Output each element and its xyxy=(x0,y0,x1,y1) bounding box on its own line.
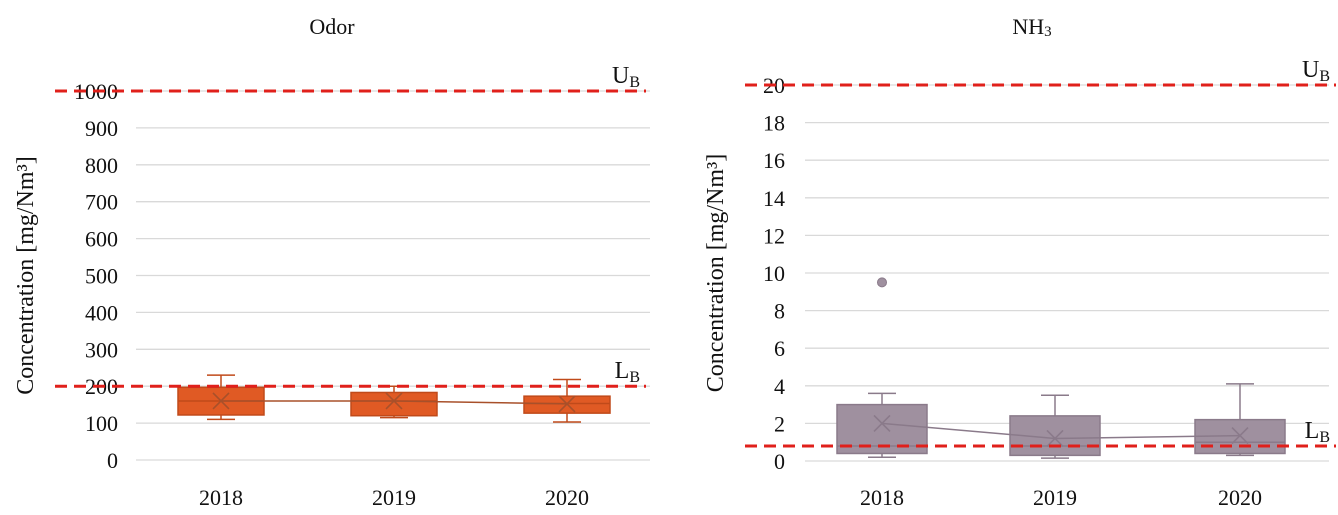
y-tick-label: 16 xyxy=(763,148,785,173)
reference-line-label: UB xyxy=(612,63,640,91)
reference-label-subscript: B xyxy=(1319,429,1330,446)
y-tick-label: 100 xyxy=(85,411,118,436)
y-tick-label: 800 xyxy=(85,153,118,178)
x-tick-label: 2020 xyxy=(1218,485,1262,510)
y-tick-label: 10 xyxy=(763,261,785,286)
reference-label-main: U xyxy=(1302,57,1319,83)
y-tick-label: 18 xyxy=(763,111,785,136)
y-tick-label: 2 xyxy=(774,411,785,436)
chart-title: Odor xyxy=(309,14,355,39)
mean-trend-line xyxy=(221,400,568,405)
reference-label-main: L xyxy=(1305,418,1320,444)
y-tick-label: 400 xyxy=(85,300,118,325)
x-tick-label: 2019 xyxy=(1033,485,1077,510)
reference-label-main: L xyxy=(615,358,630,384)
y-tick-label: 8 xyxy=(774,299,785,324)
nh3-panel: NH3 Concentration [mg/Nm³] 0 2 4 6 8 10 12 14 16 18… xyxy=(703,14,1336,510)
y-tick-label: 4 xyxy=(774,374,785,399)
y-tick-label: 600 xyxy=(85,227,118,252)
y-tick-label: 12 xyxy=(763,223,785,248)
box-2018 xyxy=(836,277,928,458)
y-tick-label: 700 xyxy=(85,190,118,215)
reference-line-label: LB xyxy=(1305,418,1330,446)
x-tick-label: 2018 xyxy=(199,485,243,510)
box-iqr xyxy=(350,391,438,417)
reference-label-subscript: B xyxy=(629,369,640,386)
box-2019 xyxy=(1009,394,1101,459)
x-tick-label: 2019 xyxy=(372,485,416,510)
outlier-point xyxy=(877,277,887,288)
y-tick-label: 900 xyxy=(85,116,118,141)
reference-line-label: LB xyxy=(615,358,640,386)
y-tick-label: 500 xyxy=(85,264,118,289)
box-2018 xyxy=(177,374,265,421)
y-tick-label: 6 xyxy=(774,336,785,361)
y-tick-label: 0 xyxy=(107,448,118,473)
y-tick-label: 0 xyxy=(774,449,785,474)
chart-title-subscript: 3 xyxy=(1044,24,1052,40)
y-tick-label: 14 xyxy=(763,186,785,211)
x-tick-label: 2018 xyxy=(860,485,904,510)
x-tick-label: 2020 xyxy=(545,485,589,510)
y-axis-label: Concentration [mg/Nm³] xyxy=(703,154,729,392)
reference-label-subscript: B xyxy=(629,74,640,91)
y-tick-label: 300 xyxy=(85,337,118,362)
reference-label-main: U xyxy=(612,63,629,89)
y-axis-label: Concentration [mg/Nm³] xyxy=(13,156,39,394)
reference-line-label: UB xyxy=(1302,57,1330,85)
chart-title: NH3 xyxy=(1012,14,1051,40)
mean-trend-line xyxy=(881,422,1241,440)
chart-title-main: NH xyxy=(1012,14,1044,39)
reference-label-subscript: B xyxy=(1319,68,1330,85)
